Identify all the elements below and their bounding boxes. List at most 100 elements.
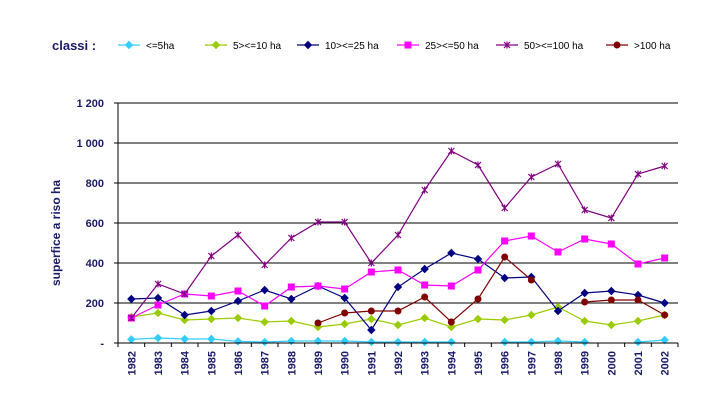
data-point <box>474 161 482 169</box>
data-point <box>367 259 375 267</box>
legend: <=5ha 5><=10 ha 10><=25 ha 25><=50 ha 50><=1… <box>118 40 671 52</box>
x-tick-label: 1986 <box>233 351 245 375</box>
x-tick-label: 1997 <box>526 351 538 375</box>
data-point <box>314 218 322 226</box>
data-point <box>661 311 669 319</box>
data-point <box>421 186 429 194</box>
data-point <box>420 264 429 274</box>
data-point <box>634 260 642 268</box>
series-4 <box>127 147 669 322</box>
x-tick-label: 1983 <box>153 351 165 375</box>
y-tick-label: 600 <box>86 218 104 230</box>
data-point <box>393 337 403 347</box>
legend-item: <=5ha <box>118 40 175 52</box>
data-point <box>527 232 535 240</box>
data-point <box>287 234 295 242</box>
y-tick-label: 1 200 <box>76 98 104 110</box>
data-point <box>661 254 669 262</box>
data-point <box>447 248 456 258</box>
data-point <box>234 231 242 239</box>
data-point <box>287 316 296 326</box>
data-point <box>633 316 643 326</box>
data-point <box>527 337 536 347</box>
data-point <box>634 296 642 304</box>
legend-item: 50><=100 ha <box>496 41 584 52</box>
data-point <box>607 296 615 304</box>
series-line <box>637 339 665 343</box>
legend-item: 25><=50 ha <box>397 41 479 52</box>
y-axis-title: superfice a riso ha <box>49 180 63 286</box>
data-point <box>581 206 589 214</box>
x-tick-label: 1999 <box>580 351 592 375</box>
x-tick-label: 1989 <box>313 351 325 375</box>
data-point <box>660 335 669 345</box>
legend-label: 10><=25 ha <box>325 41 379 52</box>
data-point <box>367 307 375 315</box>
legend-marker <box>124 40 134 50</box>
data-point <box>527 173 535 181</box>
data-point <box>421 281 429 289</box>
data-point <box>500 315 509 325</box>
legend-label: <=5ha <box>146 41 175 52</box>
data-point <box>233 313 243 323</box>
x-tick-label: 2000 <box>606 351 618 375</box>
data-point <box>233 337 243 346</box>
data-point <box>580 288 589 298</box>
data-point <box>261 261 269 269</box>
data-point <box>474 295 482 303</box>
data-point <box>473 254 483 264</box>
axis-layer: - 200 400 600 800 1 000 1 200 1982 1983 1984 1985 1… <box>49 98 679 375</box>
data-point <box>367 314 376 324</box>
data-point <box>633 337 643 347</box>
data-point <box>607 214 615 222</box>
data-point <box>607 320 616 330</box>
data-point <box>553 306 563 316</box>
x-tick-label: 1991 <box>366 351 378 375</box>
legend-marker <box>303 40 313 50</box>
data-point <box>233 296 243 306</box>
y-tick-label: 200 <box>86 298 104 310</box>
x-tick-label: 2001 <box>633 351 645 375</box>
legend-marker <box>211 40 221 50</box>
data-point <box>394 307 402 315</box>
data-point <box>207 306 216 316</box>
x-tick-label: 1998 <box>553 351 565 375</box>
data-point <box>207 252 215 260</box>
data-point <box>180 315 189 325</box>
data-point <box>474 266 482 274</box>
data-point <box>341 309 349 317</box>
data-point <box>500 273 509 283</box>
data-point <box>581 298 589 306</box>
data-point <box>127 314 135 322</box>
legend-item: >100 ha <box>606 41 671 52</box>
x-tick-label: 1996 <box>500 351 512 375</box>
data-point <box>473 314 483 324</box>
x-tick-label: 1985 <box>206 351 218 375</box>
data-point <box>153 333 163 343</box>
data-point <box>661 162 669 170</box>
x-tick-label: 1990 <box>340 351 352 375</box>
series-layer <box>127 147 669 347</box>
y-tick-label: 1 000 <box>76 138 104 150</box>
series-2 <box>127 248 669 335</box>
x-tick-label: 1992 <box>393 351 405 375</box>
data-point <box>447 318 455 326</box>
data-point <box>207 334 216 344</box>
data-point <box>554 160 562 168</box>
legend-marker <box>404 41 412 49</box>
data-point <box>447 337 456 347</box>
legend-label: 5><=10 ha <box>233 41 282 52</box>
series-line <box>504 340 585 343</box>
legend-marker <box>613 41 621 49</box>
data-point <box>367 268 375 276</box>
data-point <box>341 285 349 293</box>
data-point <box>527 276 535 284</box>
data-point <box>420 313 429 323</box>
data-point <box>447 147 455 155</box>
x-tick-label: 1988 <box>286 351 298 375</box>
data-point <box>607 240 615 248</box>
data-point <box>527 310 536 320</box>
x-tick-label: 1994 <box>446 350 458 375</box>
data-point <box>287 283 295 291</box>
data-point <box>180 310 189 320</box>
